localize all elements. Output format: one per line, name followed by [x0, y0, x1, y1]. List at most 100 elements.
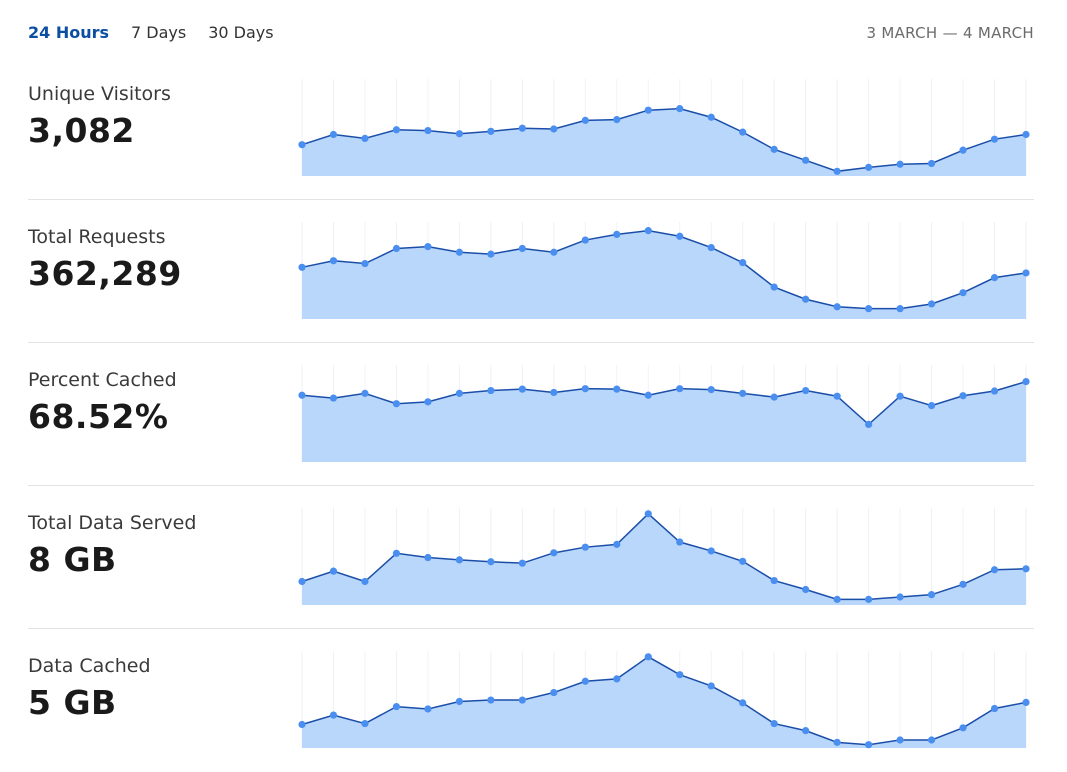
metric-label: Percent Cached [28, 369, 177, 391]
data-point [424, 126, 432, 135]
data-point [329, 394, 338, 402]
data-point [676, 538, 684, 546]
data-point [455, 130, 463, 138]
data-point [896, 392, 904, 400]
data-point [1022, 378, 1030, 386]
data-point [676, 105, 684, 113]
data-point [455, 248, 463, 256]
metric-unique-visitors: Unique Visitors 3,082 [28, 57, 1034, 200]
data-point [392, 703, 401, 711]
data-point [833, 303, 841, 311]
data-point [455, 389, 463, 397]
metric-value: 3,082 [28, 111, 135, 150]
data-point [298, 263, 306, 271]
data-point [455, 697, 463, 706]
total-data-served-chart [298, 508, 1030, 605]
data-point [329, 257, 338, 265]
data-point [487, 250, 495, 258]
data-point [927, 402, 936, 410]
data-point [518, 244, 526, 253]
data-point [927, 591, 936, 599]
data-point [392, 400, 401, 408]
data-point [802, 156, 810, 164]
data-point [833, 392, 841, 400]
data-point [644, 227, 652, 235]
data-point [361, 577, 369, 586]
data-point [802, 386, 810, 395]
data-point [927, 159, 936, 168]
metric-value: 8 GB [28, 540, 117, 579]
data-point [550, 549, 558, 557]
data-point [298, 720, 306, 729]
data-point [707, 682, 715, 690]
data-point [676, 385, 684, 393]
data-point [739, 128, 747, 136]
data-point [959, 724, 967, 732]
data-point [329, 711, 338, 719]
area-fill [302, 108, 1026, 176]
data-point [613, 385, 621, 393]
data-point [739, 259, 747, 267]
series-line [301, 229, 1027, 310]
data-point [959, 146, 967, 154]
data-point [581, 677, 589, 685]
data-point [581, 116, 589, 124]
metric-value: 68.52% [28, 397, 169, 436]
time-range-tabs: 24 Hours 7 Days 30 Days [28, 22, 274, 44]
data-point [990, 274, 999, 282]
data-point [550, 125, 558, 133]
tab-24-hours[interactable]: 24 Hours [28, 23, 110, 42]
data-point [644, 510, 652, 518]
tab-30-days[interactable]: 30 Days [208, 23, 274, 42]
data-point [613, 675, 621, 683]
data-point [392, 244, 401, 253]
data-point [298, 391, 306, 399]
data-point [770, 145, 778, 153]
data-point [865, 163, 873, 171]
metric-total-data-served: Total Data Served 8 GB [28, 486, 1034, 629]
area-fill [302, 513, 1026, 605]
data-point [581, 543, 589, 551]
data-point [518, 124, 526, 132]
data-point [1022, 130, 1030, 139]
data-point [550, 248, 558, 256]
data-point [424, 705, 432, 713]
data-point [833, 738, 841, 746]
data-point [707, 243, 715, 252]
data-point [802, 295, 810, 303]
data-point [707, 386, 715, 394]
data-point [739, 699, 747, 707]
data-point [770, 283, 778, 291]
series-line [301, 380, 1027, 426]
series-line [301, 655, 1027, 746]
tab-7-days[interactable]: 7 Days [131, 23, 187, 42]
data-point [959, 580, 967, 588]
unique-visitors-chart [298, 79, 1030, 176]
data-point [770, 576, 778, 585]
data-point [990, 566, 999, 574]
data-point [392, 549, 401, 557]
data-point [959, 392, 967, 400]
data-point [707, 547, 715, 555]
data-point [644, 391, 652, 399]
data-point [613, 230, 621, 238]
data-point [990, 704, 999, 713]
data-point [959, 289, 967, 297]
data-point [1022, 269, 1030, 277]
data-point [865, 420, 873, 428]
data-point [802, 727, 810, 735]
data-point [455, 556, 463, 564]
data-point [487, 386, 495, 395]
data-point [896, 305, 904, 313]
series-line [301, 107, 1027, 173]
data-point [613, 116, 621, 124]
data-point [865, 741, 873, 749]
data-point [329, 130, 338, 139]
data-point [361, 134, 369, 142]
metric-label: Total Data Served [28, 512, 197, 534]
data-point [676, 232, 684, 240]
data-point [550, 688, 558, 697]
data-point [896, 160, 904, 168]
data-point [707, 113, 715, 121]
data-point [770, 393, 778, 401]
